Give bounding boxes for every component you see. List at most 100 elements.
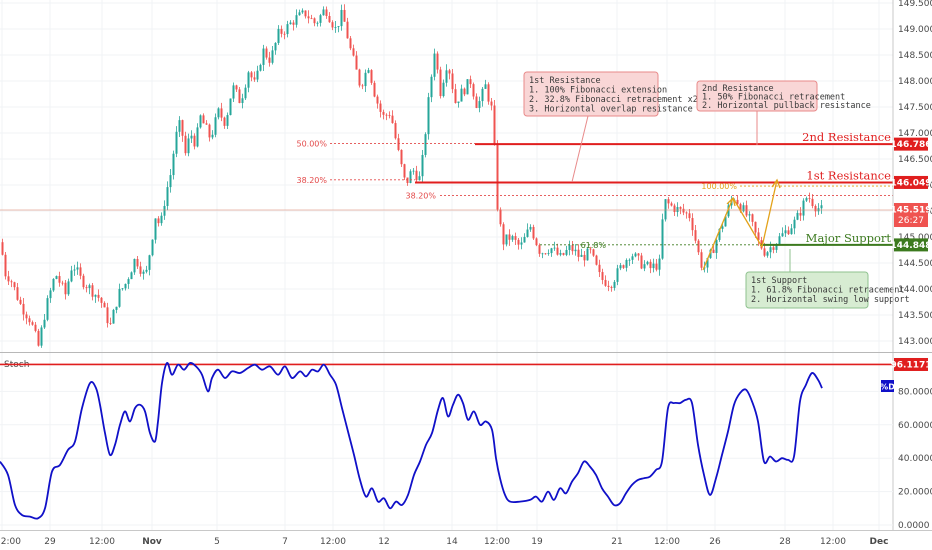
candle [784,225,787,238]
candle [52,278,55,292]
candle [799,207,802,221]
candle [451,68,454,94]
time-tick-label: 14 [446,537,458,547]
candle [787,226,790,235]
price-tick-label: 146.500 [898,155,932,165]
candle [181,119,184,142]
candle [580,248,583,257]
candle [427,92,430,140]
candle [568,240,571,256]
candle [640,252,643,270]
candle [118,283,121,308]
time-tick-label: 19 [531,537,543,547]
candle [211,130,214,140]
candle [385,113,388,121]
candle [445,64,448,87]
candle [409,169,412,184]
candle [637,253,640,261]
candle [523,233,526,243]
candle [622,264,625,269]
candle [577,244,580,262]
candle [223,116,226,129]
candle [28,315,31,326]
candle [442,79,445,98]
time-tick-label: 12:00 [320,537,346,547]
candle [379,100,382,118]
candle [73,264,76,276]
candle [280,25,283,38]
candle [205,120,208,125]
candle [112,308,115,324]
candle [793,216,796,235]
candle [277,25,280,46]
candle [268,51,271,67]
candle [184,131,187,156]
candle [235,84,238,92]
candle [94,294,97,303]
candle [307,10,310,24]
stoch-d-legend-label: %D [880,383,895,392]
candle [373,80,376,98]
time-tick-label: Nov [142,537,162,547]
second-resistance-note: 2nd Resistance 1. 50% Fibonacci retracem… [696,80,871,145]
candle [814,204,817,217]
candle [295,9,298,28]
candle [316,21,319,27]
candle [214,113,217,138]
candle [337,26,340,33]
candle [82,273,85,290]
candle [751,213,754,227]
candle [802,198,805,221]
fib-61-8-label: 61.8% [581,241,607,250]
second-resistance-tag: 146.786 [891,137,932,151]
candle [820,199,823,214]
candle [736,196,739,206]
candle [397,133,400,152]
candle [382,109,385,120]
candle [400,149,403,168]
candle [70,265,73,283]
candle [508,229,511,246]
candle [322,6,325,16]
candle [412,167,415,175]
candle [226,112,229,130]
candle [586,246,589,261]
candle [193,133,196,150]
candle [13,281,16,291]
candle [340,4,343,31]
price-tick-label: 149.500 [898,0,932,9]
candle [646,260,649,266]
fib-50-label: 50.00% [296,139,327,148]
candle [511,234,514,242]
candle [631,253,634,264]
candle [616,264,619,286]
candle [565,245,568,257]
candle [40,325,43,348]
candle [367,67,370,74]
second-resistance-label: 2nd Resistance [802,130,891,144]
candle [781,227,784,237]
candle [106,302,109,328]
stoch-d-line [0,362,823,520]
major-support-tag: 144.848 [891,238,932,252]
candle [88,283,91,295]
candle [496,140,499,212]
stoch-level-value: 96.1171 [891,360,932,370]
major-support-label: Major Support [806,231,892,245]
candle [643,260,646,272]
candle [481,86,484,107]
price-tick-label: 144.000 [898,285,932,295]
candle [61,280,64,286]
extension-leg [732,197,763,248]
candle [613,279,616,291]
first-resistance-note-line-1: 1st Resistance [529,76,601,86]
candle [493,99,496,146]
price-tick-label: 143.500 [898,311,932,321]
candle [67,278,70,296]
candle [685,211,688,219]
candle [649,259,652,274]
stoch-tick-label: 80.0000 [898,387,932,397]
candle [490,97,493,111]
candle [487,82,490,105]
candle [745,200,748,218]
